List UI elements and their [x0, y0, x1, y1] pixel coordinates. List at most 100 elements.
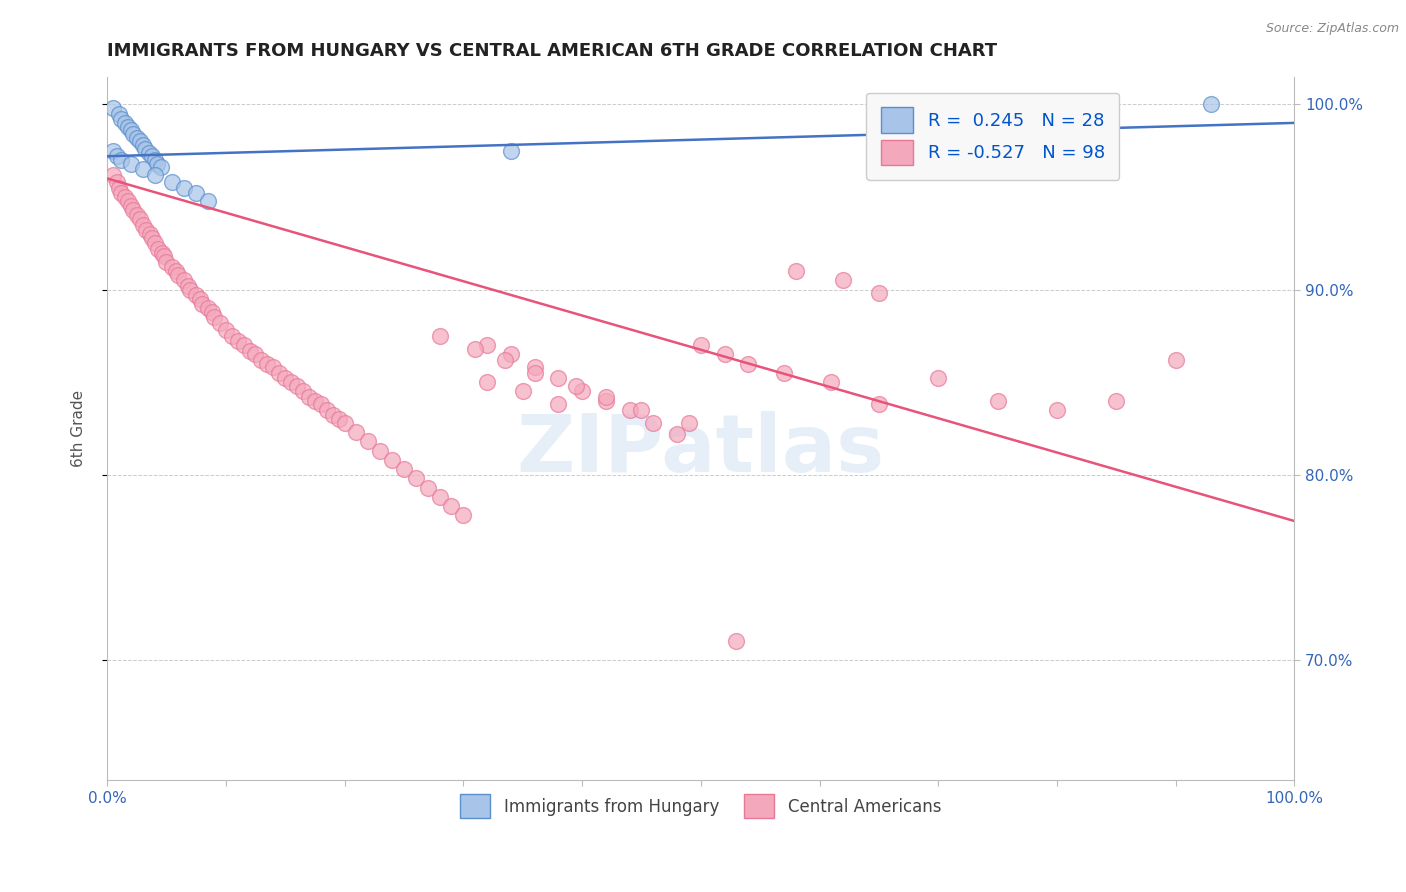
Point	[1201, 97, 1223, 112]
Point	[274, 371, 297, 385]
Point	[149, 161, 172, 175]
Point	[571, 384, 593, 399]
Point	[110, 186, 132, 201]
Text: IMMIGRANTS FROM HUNGARY VS CENTRAL AMERICAN 6TH GRADE CORRELATION CHART: IMMIGRANTS FROM HUNGARY VS CENTRAL AMERI…	[107, 42, 997, 60]
Point	[464, 342, 486, 356]
Text: Source: ZipAtlas.com: Source: ZipAtlas.com	[1265, 22, 1399, 36]
Point	[405, 471, 427, 485]
Point	[523, 360, 546, 375]
Point	[429, 490, 451, 504]
Point	[368, 443, 391, 458]
Point	[117, 120, 139, 134]
Point	[138, 145, 160, 160]
Point	[868, 286, 890, 301]
Point	[114, 190, 136, 204]
Point	[173, 273, 195, 287]
Point	[523, 366, 546, 380]
Point	[131, 162, 153, 177]
Point	[146, 156, 169, 170]
Point	[134, 142, 156, 156]
Point	[108, 180, 131, 194]
Point	[120, 199, 142, 213]
Point	[713, 347, 735, 361]
Point	[494, 353, 516, 368]
Point	[105, 175, 128, 189]
Point	[120, 156, 142, 170]
Point	[440, 500, 463, 514]
Point	[184, 288, 207, 302]
Point	[110, 153, 132, 167]
Point	[315, 403, 337, 417]
Point	[392, 462, 415, 476]
Point	[333, 416, 356, 430]
Text: ZIPatlas: ZIPatlas	[516, 410, 884, 489]
Point	[280, 375, 302, 389]
Point	[595, 390, 617, 404]
Point	[131, 218, 153, 232]
Point	[184, 186, 207, 201]
Point	[1046, 403, 1069, 417]
Point	[117, 194, 139, 208]
Point	[1105, 393, 1128, 408]
Point	[125, 130, 148, 145]
Point	[309, 397, 332, 411]
Point	[150, 245, 173, 260]
Point	[173, 180, 195, 194]
Point	[832, 273, 855, 287]
Point	[256, 357, 278, 371]
Point	[139, 227, 162, 241]
Point	[643, 416, 665, 430]
Point	[429, 329, 451, 343]
Point	[737, 357, 759, 371]
Point	[630, 403, 652, 417]
Y-axis label: 6th Grade: 6th Grade	[72, 390, 86, 467]
Point	[197, 301, 219, 315]
Point	[232, 338, 254, 352]
Point	[357, 434, 380, 449]
Point	[689, 338, 711, 352]
Point	[245, 347, 267, 361]
Point	[416, 481, 439, 495]
Point	[987, 393, 1010, 408]
Point	[105, 149, 128, 163]
Point	[215, 323, 238, 337]
Point	[146, 242, 169, 256]
Point	[773, 366, 796, 380]
Point	[179, 283, 201, 297]
Point	[165, 264, 187, 278]
Point	[226, 334, 249, 349]
Point	[285, 379, 308, 393]
Point	[129, 135, 152, 149]
Point	[101, 101, 124, 115]
Point	[595, 393, 617, 408]
Point	[197, 194, 219, 208]
Point	[475, 375, 498, 389]
Point	[129, 212, 152, 227]
Point	[110, 112, 132, 127]
Point	[200, 305, 222, 319]
Point	[101, 168, 124, 182]
Point	[162, 175, 184, 189]
Point	[381, 453, 404, 467]
Point	[678, 416, 700, 430]
Point	[666, 427, 689, 442]
Point	[188, 292, 211, 306]
Point	[328, 412, 350, 426]
Point	[820, 375, 842, 389]
Point	[143, 168, 166, 182]
Point	[304, 393, 326, 408]
Point	[619, 403, 641, 417]
Point	[565, 379, 588, 393]
Point	[101, 144, 124, 158]
Point	[785, 264, 807, 278]
Point	[143, 236, 166, 251]
Point	[927, 371, 949, 385]
Point	[122, 202, 145, 217]
Point	[202, 310, 225, 325]
Point	[547, 371, 569, 385]
Point	[868, 397, 890, 411]
Point	[208, 316, 231, 330]
Point	[547, 397, 569, 411]
Point	[346, 425, 368, 439]
Point	[453, 508, 475, 523]
